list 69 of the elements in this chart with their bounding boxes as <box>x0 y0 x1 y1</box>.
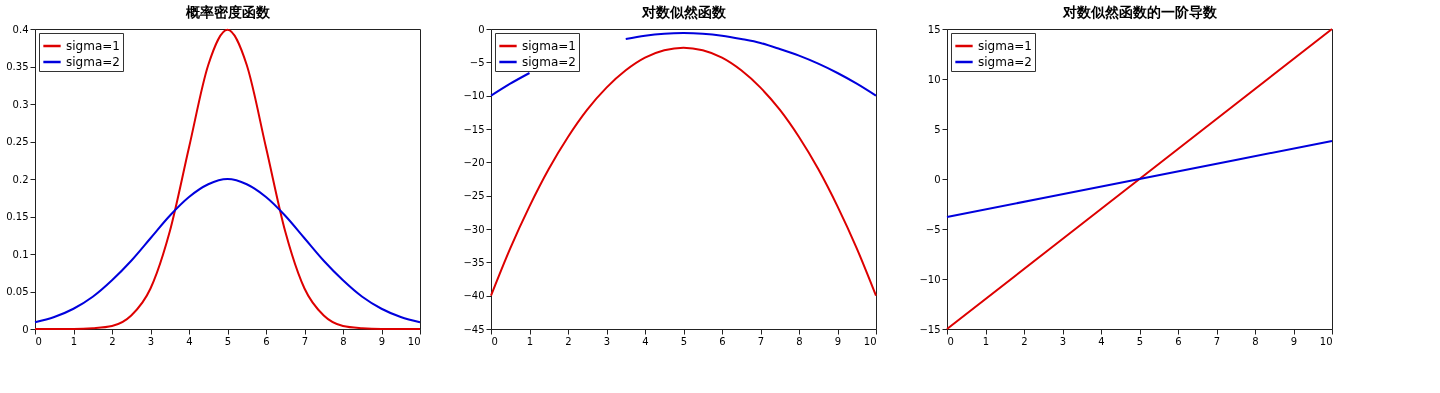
x-tick-label: 7 <box>757 335 765 347</box>
y-tick-label: −35 <box>463 256 485 268</box>
x-tick-label: 0 <box>947 335 954 347</box>
x-tick-label: 3 <box>1059 335 1067 347</box>
x-tick-label: 7 <box>1213 335 1221 347</box>
x-tick-label: 10 <box>1319 335 1333 347</box>
x-tick-label: 10 <box>863 335 877 347</box>
x-tick-label: 4 <box>1098 335 1105 347</box>
legend-label: sigma=1 <box>522 39 576 53</box>
chart-title: 对数似然函数 <box>640 4 727 20</box>
x-tick-label: 0 <box>35 335 42 347</box>
x-tick-label: 9 <box>834 335 842 347</box>
y-tick-label: 0.2 <box>12 173 29 185</box>
legend-label: sigma=1 <box>66 39 120 53</box>
line-series <box>34 178 421 324</box>
y-tick-label: 0.25 <box>6 136 29 147</box>
y-tick-label: 0 <box>934 173 941 185</box>
y-tick-label: −5 <box>469 56 485 68</box>
chart-title: 概率密度函数 <box>184 4 271 20</box>
x-tick-label: 2 <box>565 335 572 347</box>
x-tick-label: 2 <box>109 335 116 347</box>
y-tick-label: 0.1 <box>12 248 29 260</box>
y-tick-label: 0 <box>22 323 29 335</box>
x-tick-label: 1 <box>982 335 990 347</box>
legend-label: sigma=2 <box>522 55 576 69</box>
x-tick-label: 1 <box>526 335 534 347</box>
x-tick-label: 6 <box>263 335 270 347</box>
x-tick-label: 9 <box>378 335 386 347</box>
y-tick-label: −15 <box>463 123 485 135</box>
y-tick-label: −45 <box>463 323 485 335</box>
chart-title: 对数似然函数的一阶导数 <box>1061 4 1218 20</box>
x-tick-label: 3 <box>147 335 155 347</box>
x-tick-label: 1 <box>70 335 78 347</box>
x-tick-label: 6 <box>1175 335 1182 347</box>
x-tick-label: 10 <box>407 335 421 347</box>
legend-label: sigma=1 <box>978 39 1032 53</box>
legend-label: sigma=2 <box>66 55 120 69</box>
x-tick-label: 8 <box>340 335 347 347</box>
x-tick-label: 9 <box>1290 335 1298 347</box>
y-tick-label: 0 <box>478 23 485 35</box>
y-tick-label: −20 <box>463 156 485 168</box>
y-tick-label: −10 <box>919 273 941 285</box>
y-tick-label: 0.05 <box>6 286 29 297</box>
x-tick-label: 5 <box>224 335 232 347</box>
x-tick-label: 3 <box>603 335 611 347</box>
y-tick-label: −30 <box>463 223 485 235</box>
y-tick-label: 15 <box>927 23 941 35</box>
y-tick-label: −15 <box>919 323 941 335</box>
x-tick-label: 8 <box>796 335 803 347</box>
x-tick-label: 6 <box>719 335 726 347</box>
legend-label: sigma=2 <box>978 55 1032 69</box>
y-tick-label: −5 <box>925 223 941 235</box>
x-tick-label: 5 <box>680 335 688 347</box>
y-tick-label: 5 <box>934 123 941 135</box>
x-tick-label: 0 <box>491 335 498 347</box>
x-tick-label: 8 <box>1252 335 1259 347</box>
x-tick-label: 4 <box>186 335 193 347</box>
x-tick-label: 7 <box>301 335 309 347</box>
y-tick-label: 10 <box>927 73 941 85</box>
y-tick-label: −10 <box>463 90 485 102</box>
y-tick-label: −40 <box>463 290 485 302</box>
y-tick-label: 0.4 <box>12 23 29 35</box>
y-tick-label: 0.3 <box>12 98 29 110</box>
x-tick-label: 4 <box>642 335 649 347</box>
x-tick-label: 5 <box>1136 335 1144 347</box>
y-tick-label: 0.35 <box>6 61 29 72</box>
y-tick-label: −25 <box>463 190 485 202</box>
y-tick-label: 0.15 <box>6 211 29 222</box>
x-tick-label: 2 <box>1021 335 1028 347</box>
